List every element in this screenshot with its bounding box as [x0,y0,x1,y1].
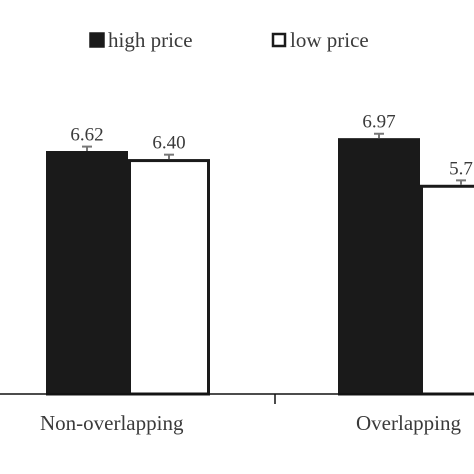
x-tick-label-non-overlapping: Non-overlapping [40,411,184,435]
bar-non-overlapping-high-price [46,151,128,396]
value-label-non-overlapping-high-price: 6.62 [70,125,103,146]
legend-label-low-price: low price [290,28,369,52]
value-label-overlapping-high-price: 6.97 [362,112,395,133]
legend-swatch-high-price [89,32,105,48]
x-tick-label-overlapping: Overlapping [356,411,461,435]
bar-non-overlapping-low-price [128,159,210,396]
bar-overlapping-low-price [420,184,474,396]
legend-label-high-price: high price [108,28,193,52]
value-labels-group: 6.62 6.40 6.97 5.7 [70,112,473,180]
bars-group [46,132,474,396]
value-label-overlapping-low-price: 5.7 [449,158,473,179]
legend: high price low price [89,28,369,52]
legend-swatch-low-price [271,32,287,48]
bar-overlapping-high-price [338,138,420,396]
value-label-non-overlapping-low-price: 6.40 [152,133,185,154]
